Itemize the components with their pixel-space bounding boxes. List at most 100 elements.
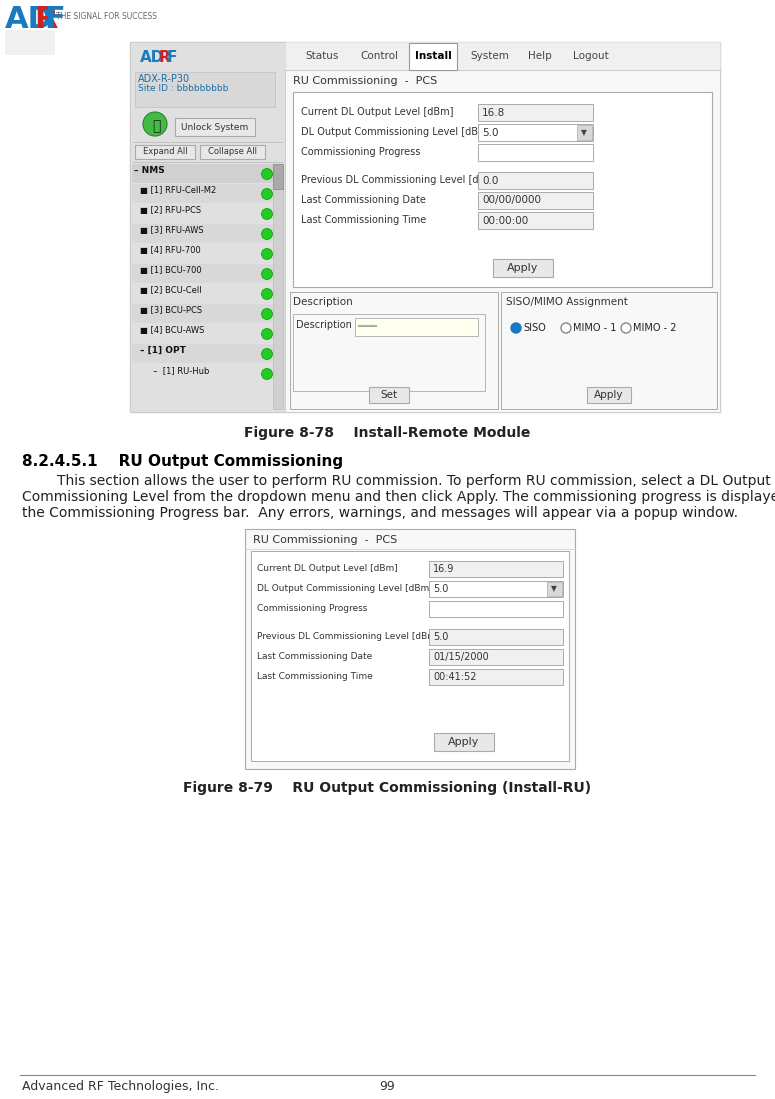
Text: 00:41:52: 00:41:52 [433, 671, 477, 682]
Text: 0.0: 0.0 [482, 176, 498, 186]
Text: ■ [2] RFU-PCS: ■ [2] RFU-PCS [140, 206, 202, 215]
Text: 00:00:00: 00:00:00 [482, 215, 529, 225]
Text: 5.0: 5.0 [482, 127, 498, 137]
Circle shape [261, 289, 273, 300]
Text: Apply: Apply [508, 263, 539, 273]
Bar [130, 42, 720, 412]
Text: Current DL Output Level [dBm]: Current DL Output Level [dBm] [301, 107, 453, 116]
Bar [0, 0, 775, 55]
Circle shape [621, 323, 631, 333]
Bar [478, 173, 593, 189]
Bar [293, 92, 712, 287]
Text: Description: Description [296, 320, 352, 330]
Circle shape [261, 248, 273, 259]
Text: System: System [470, 51, 509, 62]
Circle shape [261, 268, 273, 279]
Bar [132, 264, 273, 284]
Text: This section allows the user to perform RU commission. To perform RU commission,: This section allows the user to perform … [22, 474, 771, 488]
Text: R: R [34, 5, 57, 34]
Circle shape [261, 229, 273, 240]
Bar [501, 292, 717, 409]
Text: F: F [167, 49, 177, 65]
Bar [355, 318, 478, 336]
Text: Unlock System: Unlock System [181, 122, 249, 132]
Text: 8.2.4.5.1    RU Output Commissioning: 8.2.4.5.1 RU Output Commissioning [22, 454, 343, 469]
Text: 5.0: 5.0 [433, 632, 449, 642]
Text: Last Commissioning Time: Last Commissioning Time [301, 215, 426, 225]
Bar [132, 184, 273, 203]
Bar [285, 42, 720, 412]
Bar [429, 650, 563, 665]
Bar [493, 259, 553, 277]
Text: Status: Status [305, 51, 339, 62]
Text: Previous DL Commissioning Level [dBm]: Previous DL Commissioning Level [dBm] [257, 632, 439, 641]
Text: RU Commissioning  -  PCS: RU Commissioning - PCS [253, 535, 398, 545]
Text: MIMO - 2: MIMO - 2 [633, 323, 677, 333]
Circle shape [261, 209, 273, 220]
Text: Last Commissioning Date: Last Commissioning Date [301, 195, 426, 206]
Text: RU Commissioning  -  PCS: RU Commissioning - PCS [293, 76, 437, 86]
Text: Control: Control [360, 51, 398, 62]
Circle shape [261, 329, 273, 340]
Bar [130, 42, 285, 412]
Bar [478, 212, 593, 229]
Text: Help: Help [528, 51, 552, 62]
Bar [429, 601, 563, 617]
Bar [132, 244, 273, 263]
Text: Apply: Apply [594, 390, 624, 400]
Text: Commissioning Progress: Commissioning Progress [257, 604, 367, 613]
Bar [429, 581, 563, 597]
Text: SISO: SISO [523, 323, 546, 333]
Bar [285, 42, 720, 70]
Circle shape [511, 323, 521, 333]
Text: ▼: ▼ [581, 127, 587, 137]
Text: Last Commissioning Time: Last Commissioning Time [257, 671, 373, 681]
Text: Site ID : bbbbbbbbb: Site ID : bbbbbbbbb [138, 84, 229, 93]
Text: ■ [4] BCU-AWS: ■ [4] BCU-AWS [140, 326, 205, 335]
Bar [429, 669, 563, 685]
Text: ADX-R-P30: ADX-R-P30 [138, 74, 190, 84]
Text: Set: Set [381, 390, 398, 400]
Circle shape [261, 368, 273, 379]
Bar [175, 118, 255, 136]
Text: Figure 8-78    Install-Remote Module: Figure 8-78 Install-Remote Module [244, 426, 531, 440]
Text: 🔒: 🔒 [152, 119, 160, 133]
Text: Advanced RF Technologies, Inc.: Advanced RF Technologies, Inc. [22, 1080, 219, 1094]
Circle shape [561, 323, 571, 333]
Circle shape [261, 189, 273, 200]
Text: Current DL Output Level [dBm]: Current DL Output Level [dBm] [257, 564, 398, 573]
Text: SISO/MIMO Assignment: SISO/MIMO Assignment [506, 297, 628, 307]
Text: ▼: ▼ [551, 585, 557, 593]
Bar [273, 164, 283, 189]
Bar [132, 344, 273, 363]
Bar [429, 560, 563, 577]
Text: ════: ════ [357, 322, 377, 331]
Bar [290, 292, 498, 409]
Text: 01/15/2000: 01/15/2000 [433, 652, 489, 662]
Text: ■ [1] BCU-700: ■ [1] BCU-700 [140, 266, 202, 275]
Bar [273, 164, 283, 409]
Text: 16.9: 16.9 [433, 564, 454, 574]
Bar [135, 73, 275, 107]
Bar [132, 284, 273, 303]
Circle shape [143, 112, 167, 136]
Text: Collapse All: Collapse All [208, 147, 257, 156]
Text: F: F [44, 5, 65, 34]
Bar [409, 43, 457, 70]
Text: 16.8: 16.8 [482, 108, 505, 118]
Text: Logout: Logout [573, 51, 608, 62]
Text: R: R [159, 49, 170, 65]
Text: –  [1] RU-Hub: – [1] RU-Hub [148, 366, 209, 375]
Bar [577, 125, 592, 140]
Text: Description: Description [293, 297, 353, 307]
Bar [245, 529, 575, 769]
Bar [132, 224, 273, 243]
Circle shape [261, 309, 273, 320]
Bar [132, 204, 273, 223]
Bar [5, 30, 55, 55]
Text: DL Output Commissioning Level [dBm]: DL Output Commissioning Level [dBm] [301, 127, 491, 137]
Text: Expand All: Expand All [143, 147, 188, 156]
Text: ■ [1] RFU-Cell-M2: ■ [1] RFU-Cell-M2 [140, 186, 216, 195]
Bar [293, 314, 485, 391]
Text: Last Commissioning Date: Last Commissioning Date [257, 652, 372, 660]
